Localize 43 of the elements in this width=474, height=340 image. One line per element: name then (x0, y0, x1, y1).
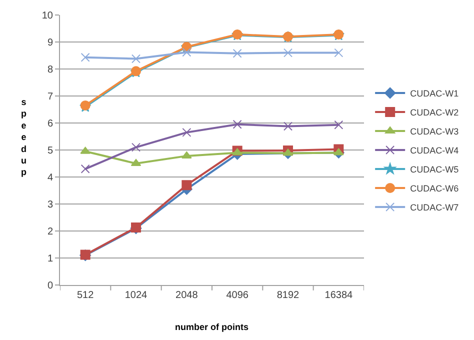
x-axis-title: number of points (175, 322, 248, 332)
point (284, 48, 292, 58)
y-tick-label: 9 (47, 38, 54, 48)
point (182, 128, 192, 137)
x-tick-label: 2048 (176, 290, 198, 301)
y-tick-label: 0 (47, 280, 54, 292)
y-tick-label: 4 (47, 172, 54, 184)
point (80, 146, 90, 154)
y-tick-label: 7 (47, 92, 54, 102)
point (284, 122, 292, 131)
y-tick-label: 8 (47, 64, 54, 76)
x-tick-label: 8192 (276, 290, 300, 301)
legend-label: CUDAC-W5 (410, 164, 459, 175)
y-tick-label: 1 (47, 254, 54, 264)
point (80, 52, 90, 62)
point (132, 54, 140, 64)
legend-label: CUDAC-W3 (410, 126, 459, 137)
y-tick-label: 5 (47, 146, 54, 156)
legend-label: CUDAC-W1 (410, 88, 459, 99)
x-tick-label: 4096 (226, 290, 249, 301)
y-tick-label: 6 (47, 118, 54, 130)
legend-label: CUDAC-W2 (410, 108, 459, 118)
legend-label: CUDAC-W6 (410, 184, 459, 194)
y-tick-label: 10 (42, 10, 54, 22)
point (232, 48, 242, 58)
point (182, 151, 192, 158)
point (334, 120, 344, 130)
x-tick-label: 1024 (124, 290, 148, 301)
x-tick-label: 16384 (324, 290, 354, 301)
y-tick-label: 2 (47, 226, 54, 238)
point (232, 120, 242, 129)
legend-label: CUDAC-W7 (410, 202, 459, 213)
y-axis-title: speedup (21, 97, 27, 178)
point (80, 164, 90, 174)
point (232, 148, 242, 156)
point (182, 48, 192, 57)
point (334, 48, 344, 58)
point (334, 148, 344, 156)
y-tick-label: 3 (47, 200, 54, 210)
point (132, 142, 140, 152)
legend-label: CUDAC-W4 (410, 146, 459, 156)
x-tick-label: 512 (76, 290, 94, 301)
point (182, 180, 192, 190)
